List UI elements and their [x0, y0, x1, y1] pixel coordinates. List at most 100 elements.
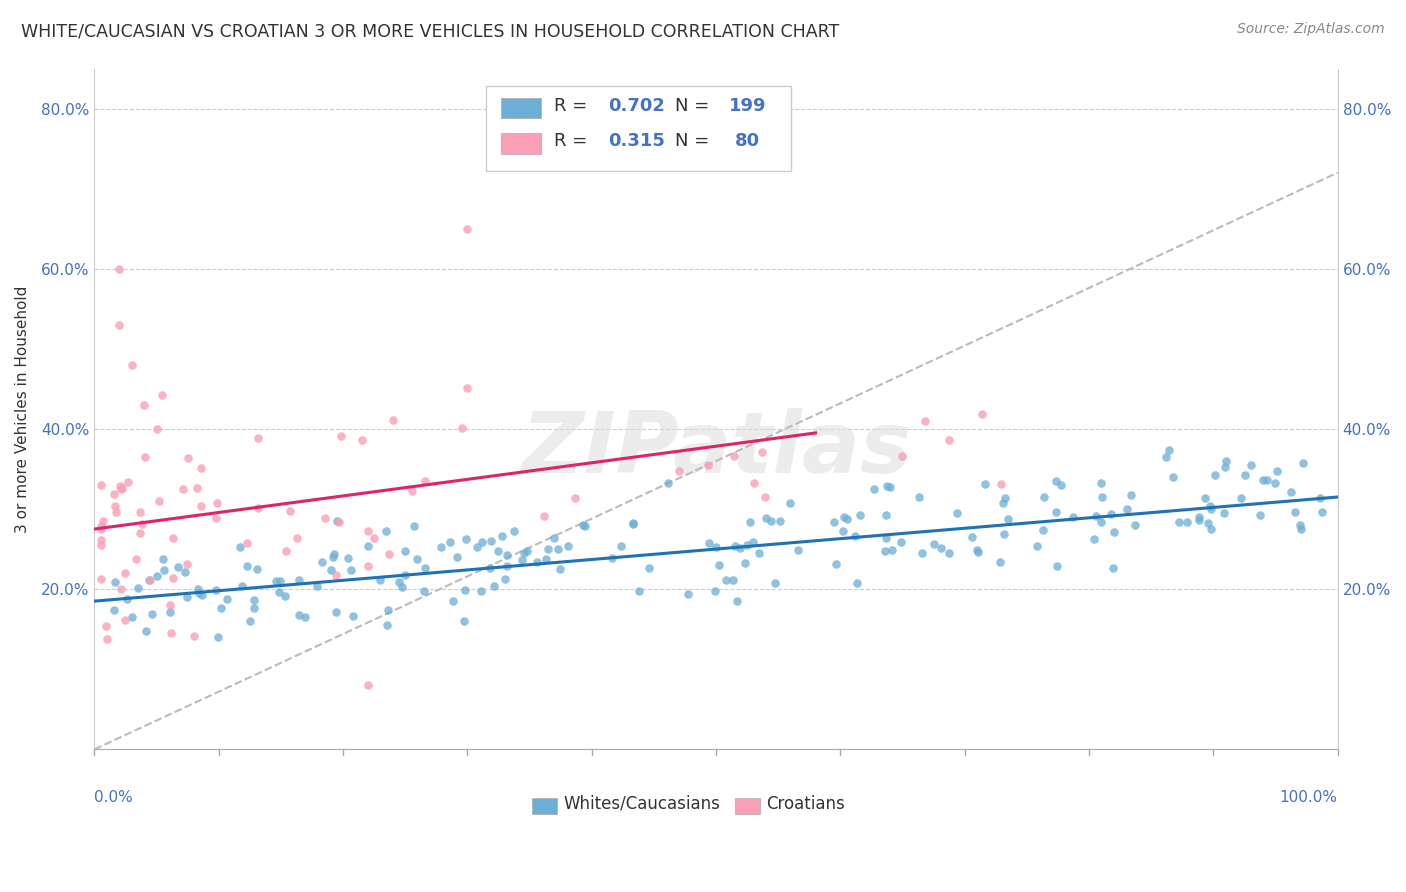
Point: [121, 358, 143, 372]
Point: [190, 461, 212, 475]
Point: [621, 516, 644, 531]
Point: [446, 549, 468, 564]
Point: [94, 618, 117, 632]
Point: [176, 590, 198, 604]
Point: [704, 540, 727, 554]
Point: [832, 509, 855, 524]
Point: [471, 535, 494, 549]
Point: [1215, 454, 1237, 468]
Point: [876, 479, 898, 493]
Point: [108, 318, 131, 332]
Point: [456, 221, 478, 235]
Point: [1045, 474, 1067, 488]
Point: [875, 508, 897, 522]
Point: [368, 573, 391, 587]
Point: [1309, 491, 1331, 506]
Point: [269, 574, 291, 589]
Point: [430, 540, 453, 554]
Point: [574, 519, 596, 533]
Point: [763, 575, 786, 590]
Point: [1168, 515, 1191, 529]
Point: [288, 608, 311, 623]
Point: [880, 543, 903, 558]
Point: [547, 541, 569, 556]
Point: [1292, 456, 1315, 470]
Point: [135, 624, 157, 638]
Point: [246, 562, 269, 576]
Point: [742, 475, 765, 490]
Point: [117, 591, 139, 606]
Point: [159, 599, 181, 613]
Point: [512, 553, 534, 567]
Point: [740, 515, 762, 529]
Point: [394, 544, 416, 558]
Point: [285, 531, 308, 545]
Point: [127, 581, 149, 595]
Point: [564, 491, 586, 505]
Point: [991, 496, 1014, 510]
Text: R =: R =: [554, 97, 593, 115]
Point: [470, 584, 492, 599]
Point: [734, 556, 756, 570]
Point: [725, 594, 748, 608]
Point: [960, 530, 983, 544]
Point: [526, 555, 548, 569]
Point: [1085, 508, 1108, 523]
Point: [456, 381, 478, 395]
Point: [914, 414, 936, 428]
Point: [572, 518, 595, 533]
Point: [110, 482, 132, 496]
Point: [696, 458, 718, 473]
Point: [211, 601, 233, 615]
Point: [141, 607, 163, 622]
Point: [325, 514, 347, 528]
Point: [148, 494, 170, 508]
Point: [217, 591, 239, 606]
Point: [993, 526, 1015, 541]
Point: [190, 499, 212, 513]
Point: [755, 510, 778, 524]
Point: [159, 605, 181, 619]
Point: [247, 501, 270, 516]
Point: [207, 630, 229, 644]
Point: [1284, 505, 1306, 519]
Point: [609, 539, 631, 553]
Point: [91, 514, 114, 528]
Point: [1099, 507, 1122, 521]
Point: [328, 516, 350, 530]
Point: [238, 614, 260, 628]
Point: [929, 541, 952, 556]
FancyBboxPatch shape: [531, 797, 557, 814]
Point: [1090, 475, 1112, 490]
Point: [600, 551, 623, 566]
Point: [537, 542, 560, 557]
Point: [111, 481, 134, 495]
Point: [754, 490, 776, 504]
Point: [1101, 561, 1123, 575]
Point: [890, 534, 912, 549]
Point: [187, 582, 209, 597]
Point: [274, 544, 297, 558]
Point: [1198, 499, 1220, 513]
Point: [503, 524, 526, 538]
Point: [823, 515, 845, 529]
Point: [374, 524, 396, 539]
Point: [1213, 459, 1236, 474]
Point: [145, 422, 167, 436]
Point: [1230, 491, 1253, 506]
Point: [160, 626, 183, 640]
Point: [377, 603, 399, 617]
Point: [441, 593, 464, 607]
Point: [621, 516, 644, 531]
Point: [1050, 477, 1073, 491]
Point: [104, 574, 127, 589]
Point: [394, 568, 416, 582]
Point: [1091, 490, 1114, 504]
Point: [381, 413, 404, 427]
Point: [1199, 501, 1222, 516]
Point: [1199, 522, 1222, 536]
Point: [96, 632, 118, 647]
Point: [496, 548, 519, 562]
Point: [342, 608, 364, 623]
Point: [875, 543, 897, 558]
